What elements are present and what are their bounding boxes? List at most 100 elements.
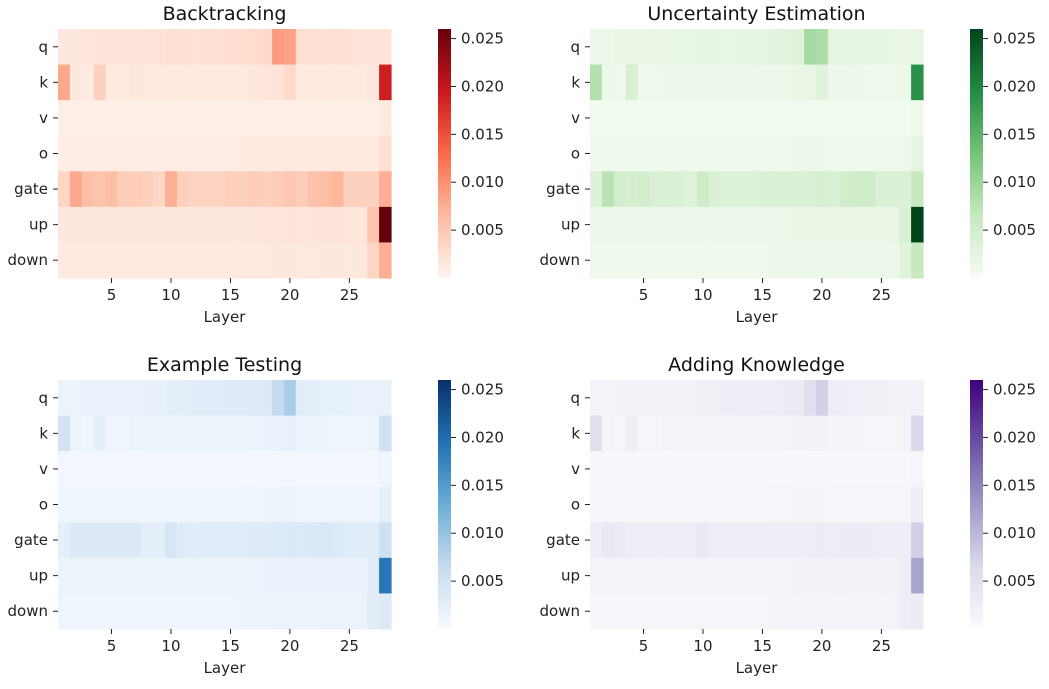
heatmap-cell bbox=[780, 29, 793, 66]
heatmap-cell bbox=[732, 380, 746, 417]
heatmap-cell bbox=[272, 451, 285, 488]
heatmap-cell bbox=[780, 135, 793, 172]
heatmap-cell bbox=[911, 171, 924, 208]
heatmap-cell bbox=[176, 135, 190, 172]
heatmap-cell bbox=[367, 451, 380, 488]
heatmap-cell bbox=[792, 206, 805, 244]
heatmap-cell bbox=[236, 451, 249, 488]
heatmap-cell bbox=[613, 522, 627, 559]
heatmap-cell bbox=[839, 29, 853, 66]
heatmap-cell bbox=[590, 206, 603, 244]
heatmap-cell bbox=[911, 415, 924, 452]
heatmap-cell bbox=[863, 486, 877, 523]
heatmap-cell bbox=[804, 100, 817, 137]
heatmap-cell bbox=[319, 380, 333, 417]
heatmap-cell bbox=[117, 451, 130, 488]
heatmap-cell bbox=[272, 380, 285, 417]
heatmap-cell bbox=[319, 557, 333, 595]
heatmap-cell bbox=[200, 242, 214, 279]
heatmap-cell bbox=[260, 522, 273, 559]
heatmap-cell bbox=[343, 486, 356, 523]
heatmap-cell bbox=[283, 100, 297, 137]
heatmap-cell bbox=[343, 451, 356, 488]
heatmap-cell bbox=[58, 171, 71, 208]
heatmap-cell bbox=[355, 135, 368, 172]
heatmap-cell bbox=[697, 135, 710, 172]
heatmap-cell bbox=[260, 380, 273, 417]
heatmap-cell bbox=[875, 64, 888, 101]
heatmap-cell bbox=[673, 29, 686, 66]
heatmap-cell bbox=[601, 29, 615, 66]
heatmap-cell bbox=[153, 451, 166, 488]
heatmap-cell bbox=[887, 486, 900, 523]
heatmap-cell bbox=[117, 522, 130, 559]
heatmap-cell bbox=[200, 135, 214, 172]
heatmap-cell bbox=[887, 64, 900, 101]
heatmap-cell bbox=[343, 557, 356, 595]
heatmap-cell bbox=[756, 29, 769, 66]
heatmap-cell bbox=[260, 29, 273, 66]
heatmap-cell bbox=[839, 100, 853, 137]
heatmap-cell bbox=[649, 557, 662, 595]
heatmap-cell bbox=[295, 380, 309, 417]
y-tick-label: down bbox=[540, 251, 580, 269]
heatmap-cell bbox=[379, 486, 392, 523]
heatmap-cell bbox=[319, 522, 333, 559]
heatmap-cell bbox=[343, 593, 356, 630]
heatmap-cell bbox=[165, 242, 178, 279]
heatmap-cell bbox=[685, 522, 698, 559]
heatmap-cell bbox=[295, 451, 309, 488]
heatmap-cell bbox=[685, 486, 698, 523]
heatmap-cell bbox=[911, 29, 924, 66]
heatmap-cell bbox=[236, 206, 249, 244]
heatmap-cell bbox=[81, 100, 95, 137]
heatmap-cell bbox=[319, 206, 333, 244]
heatmap-cell bbox=[93, 206, 107, 244]
heatmap-cell bbox=[81, 171, 95, 208]
x-tick-label: 25 bbox=[872, 637, 891, 655]
heatmap-cell bbox=[343, 522, 356, 559]
y-tick-label: gate bbox=[546, 180, 580, 198]
heatmap-cell bbox=[105, 135, 119, 172]
heatmap-cell bbox=[839, 242, 853, 279]
heatmap-cell bbox=[768, 100, 781, 137]
heatmap-cell bbox=[851, 64, 865, 101]
heatmap-cell bbox=[200, 171, 214, 208]
heatmap-cell bbox=[685, 29, 698, 66]
heatmap-cell bbox=[625, 557, 639, 595]
y-tick-label: v bbox=[39, 460, 48, 478]
heatmap-cell bbox=[379, 451, 392, 488]
heatmap-cell bbox=[319, 451, 333, 488]
heatmap-cell bbox=[887, 522, 900, 559]
heatmap-cell bbox=[248, 451, 261, 488]
heatmap-cell bbox=[601, 522, 615, 559]
heatmap-cell bbox=[804, 486, 817, 523]
heatmap-cell bbox=[911, 242, 924, 279]
heatmap-cell bbox=[601, 415, 615, 452]
heatmap-cell bbox=[176, 522, 190, 559]
heatmap-cell bbox=[649, 380, 662, 417]
heatmap-cell bbox=[355, 415, 368, 452]
heatmap-cell bbox=[685, 242, 698, 279]
heatmap-cell bbox=[756, 415, 769, 452]
heatmap-cell bbox=[224, 380, 237, 417]
heatmap-cell bbox=[637, 522, 651, 559]
heatmap-cell bbox=[851, 380, 865, 417]
heatmap-cell bbox=[81, 135, 95, 172]
heatmap-cell bbox=[697, 451, 710, 488]
heatmap-cell bbox=[649, 171, 662, 208]
heatmap-cell bbox=[708, 451, 722, 488]
heatmap-cell bbox=[590, 415, 603, 452]
heatmap-cell bbox=[117, 242, 130, 279]
heatmap-cell bbox=[804, 242, 817, 279]
heatmap-cell bbox=[69, 486, 83, 523]
y-tick-label: up bbox=[29, 567, 48, 585]
heatmap-cell bbox=[911, 64, 924, 101]
heatmap-cell bbox=[153, 486, 166, 523]
colorbar: 0.005 0.010 0.015 0.020 0.025 bbox=[438, 380, 504, 629]
heatmap-cell bbox=[708, 171, 722, 208]
heatmap-cell bbox=[153, 171, 166, 208]
heatmap-cell bbox=[165, 415, 178, 452]
